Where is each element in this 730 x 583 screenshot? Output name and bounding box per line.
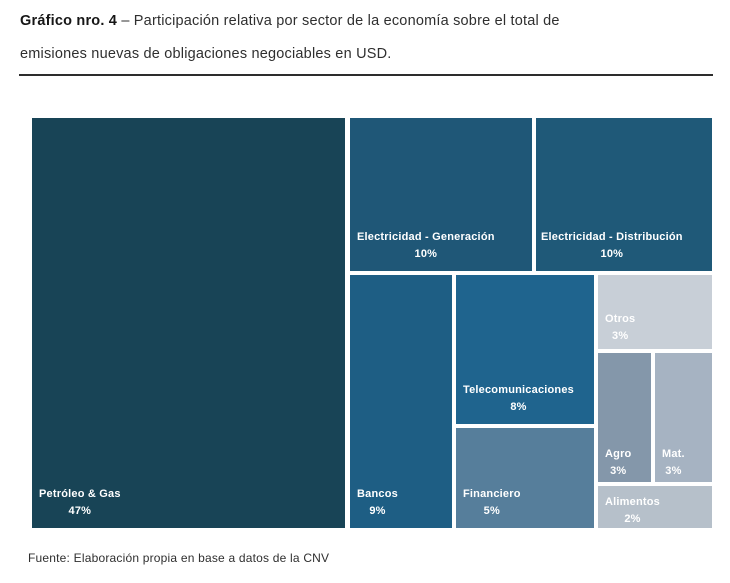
tile-pct: 10% <box>600 247 624 260</box>
tile-name: Otros <box>605 313 636 325</box>
figure-title-number: Gráfico nro. 4 <box>20 13 118 29</box>
figure-title-text-line1: – Participación relativa por sector de l… <box>121 13 560 29</box>
tile-label: Telecomunicaciones 8% <box>463 382 574 415</box>
tile-name: Mat. <box>662 448 685 460</box>
treemap-tile-otros[interactable]: Otros 3% <box>598 275 712 349</box>
tile-pct: 10% <box>414 247 438 260</box>
tile-pct: 9% <box>369 504 386 517</box>
title-divider-line <box>19 74 713 76</box>
tile-label: Agro 3% <box>605 446 631 479</box>
tile-name: Bancos <box>357 488 398 500</box>
tile-label: Bancos 9% <box>357 486 398 519</box>
tile-name: Telecomunicaciones <box>463 384 574 396</box>
tile-label: Petróleo & Gas 47% <box>39 486 121 519</box>
figure-title-text-line2: emisiones nuevas de obligaciones negocia… <box>20 46 392 62</box>
treemap-tile-bancos[interactable]: Bancos 9% <box>350 275 452 528</box>
treemap-chart: Petróleo & Gas 47% Electricidad - Genera… <box>32 118 712 528</box>
treemap-tile-electricidad-generacion[interactable]: Electricidad - Generación 10% <box>350 118 532 271</box>
treemap-tile-alimentos[interactable]: Alimentos 2% <box>598 486 712 528</box>
tile-pct: 5% <box>483 504 500 517</box>
treemap-tile-telecomunicaciones[interactable]: Telecomunicaciones 8% <box>456 275 594 424</box>
tile-pct: 3% <box>665 464 682 477</box>
source-caption: Fuente: Elaboración propia en base a dat… <box>28 551 330 565</box>
tile-pct: 8% <box>510 400 527 413</box>
tile-name: Financiero <box>463 488 521 500</box>
treemap-tile-financiero[interactable]: Financiero 5% <box>456 428 594 528</box>
treemap-tile-electricidad-distribucion[interactable]: Electricidad - Distribución 10% <box>536 118 712 271</box>
tile-label: Mat. 3% <box>662 446 685 479</box>
tile-label: Otros 3% <box>605 311 635 344</box>
tile-name: Alimentos <box>605 496 660 508</box>
figure-title: Gráfico nro. 4 – Participación relativa … <box>20 5 720 71</box>
tile-pct: 3% <box>610 464 627 477</box>
tile-pct: 3% <box>612 329 629 342</box>
tile-label: Electricidad - Distribución 10% <box>541 229 683 262</box>
tile-pct: 47% <box>68 504 92 517</box>
tile-name: Petróleo & Gas <box>39 488 121 500</box>
treemap-tile-materiales[interactable]: Mat. 3% <box>655 353 712 482</box>
treemap-tile-petroleo-gas[interactable]: Petróleo & Gas 47% <box>32 118 345 528</box>
tile-name: Electricidad - Generación <box>357 231 495 243</box>
tile-label: Alimentos 2% <box>605 494 660 527</box>
tile-name: Agro <box>605 448 632 460</box>
tile-pct: 2% <box>624 512 641 525</box>
tile-name: Electricidad - Distribución <box>541 231 683 243</box>
tile-label: Electricidad - Generación 10% <box>357 229 495 262</box>
tile-label: Financiero 5% <box>463 486 521 519</box>
treemap-tile-agro[interactable]: Agro 3% <box>598 353 651 482</box>
